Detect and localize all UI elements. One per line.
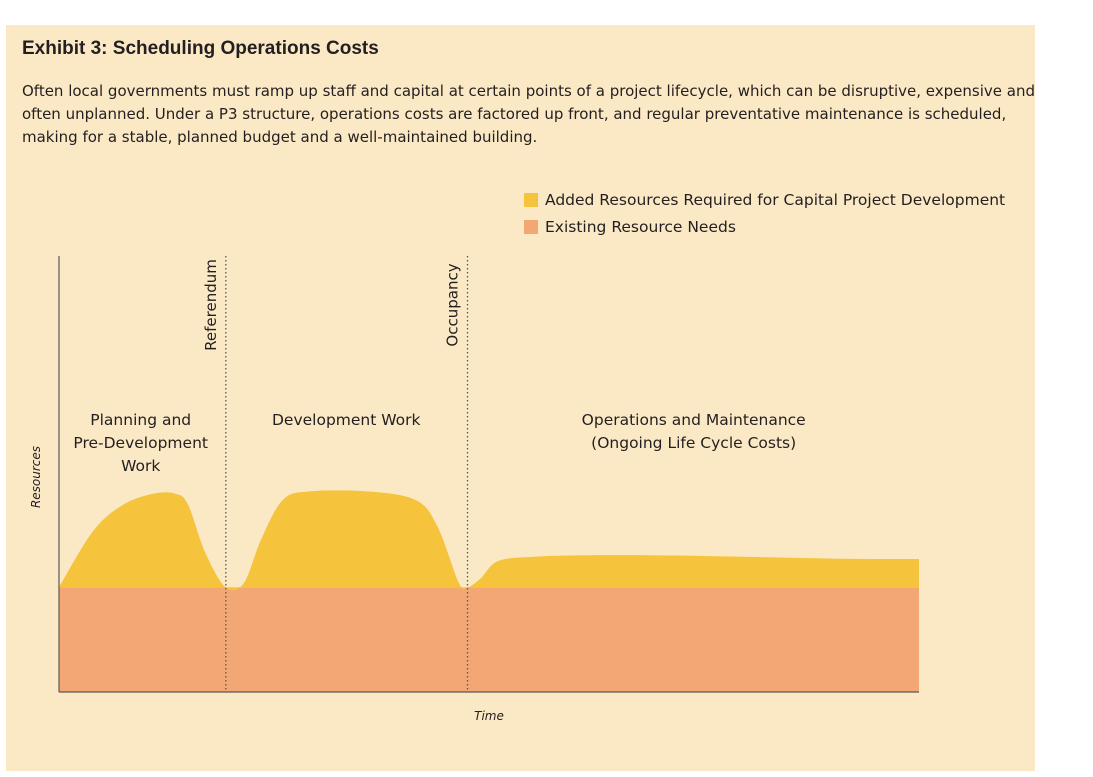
legend-item-existing-resources: Existing Resource Needs — [524, 213, 1005, 240]
existing-resource-needs-area — [59, 587, 919, 692]
chart-legend: Added Resources Required for Capital Pro… — [524, 186, 1005, 240]
legend-item-added-resources: Added Resources Required for Capital Pro… — [524, 186, 1005, 213]
x-axis-label: Time — [474, 709, 504, 723]
legend-swatch-added-resources — [524, 192, 538, 207]
phase-label-0-line-1: Pre-Development — [73, 434, 208, 452]
y-axis-label: Resources — [29, 446, 43, 508]
intro-line: making for a stable, planned budget and … — [22, 128, 538, 146]
phase-label-2-line-0: Operations and Maintenance — [582, 411, 806, 429]
phase-label-0-line-2: Work — [121, 457, 160, 475]
intro-line: Often local governments must ramp up sta… — [22, 82, 1035, 100]
phase-labels: Planning and Pre-Development Work Developme… — [73, 411, 805, 475]
legend-label-existing-resources: Existing Resource Needs — [545, 217, 736, 236]
milestone-label-referendum: Referendum — [202, 259, 220, 351]
legend-label-added-resources: Added Resources Required for Capital Pro… — [545, 190, 1006, 209]
milestone-layer: Referendum Occupancy — [202, 256, 469, 692]
phase-label-2-line-1: (Ongoing Life Cycle Costs) — [591, 434, 796, 452]
milestone-label-occupancy: Occupancy — [444, 263, 462, 346]
phase-label-1-line-0: Development Work — [272, 411, 421, 429]
intro-line: often unplanned. Under a P3 structure, o… — [22, 105, 1007, 123]
exhibit-title: Exhibit 3: Scheduling Operations Costs — [22, 38, 379, 59]
legend-swatch-existing-resources — [524, 219, 538, 234]
added-resources-area — [59, 490, 919, 591]
phase-label-0-line-0: Planning and — [90, 411, 191, 429]
exhibit-intro: Often local governments must ramp up sta… — [22, 80, 1035, 149]
